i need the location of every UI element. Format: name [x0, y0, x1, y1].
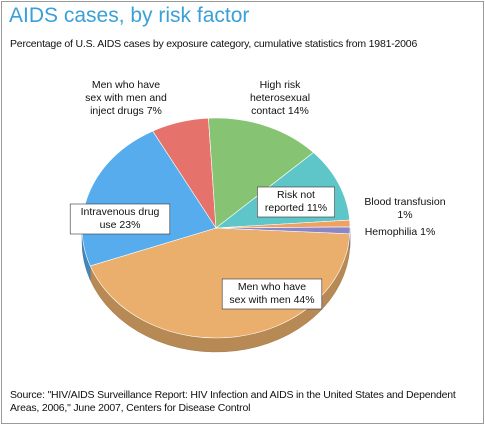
data-label-box-0: [221, 278, 323, 310]
data-label-5-line-0: Blood transfusion: [364, 196, 445, 208]
data-label-1-line-0: Intravenous drug: [81, 206, 160, 218]
data-label-3-line-0: High risk: [260, 79, 302, 91]
data-label-6-line-0: Hemophilia 1%: [365, 226, 436, 238]
data-label-2-line-1: sex with men and: [85, 92, 167, 104]
data-label-box-4: [257, 186, 335, 218]
data-label-0-line-1: sex with men 44%: [229, 294, 314, 306]
data-label-1-line-1: use 23%: [100, 219, 141, 231]
data-label-box-1: [69, 203, 171, 235]
data-label-4-line-1: reported 11%: [265, 202, 327, 214]
data-label-2-line-2: inject drugs 7%: [90, 105, 162, 117]
pie-slice-6: [215, 226, 351, 235]
pie-slice-3: [208, 117, 314, 229]
chart-subtitle: Percentage of U.S. AIDS cases by exposur…: [10, 38, 418, 50]
data-label-0-line-0: Men who have: [238, 281, 306, 293]
data-label-3-line-2: contact 14%: [251, 105, 309, 117]
chart-title: AIDS cases, by risk factor: [9, 4, 250, 27]
data-label-5-line-1: 1%: [397, 209, 412, 221]
data-label-2-line-0: Men who have: [92, 79, 160, 91]
data-label-3-line-1: heterosexual: [250, 92, 310, 104]
chart-source: Source: "HIV/AIDS Surveillance Report: H…: [10, 389, 456, 414]
data-label-4-line-0: Risk not: [277, 189, 315, 201]
data-label-6: Hemophilia 1%: [365, 226, 436, 238]
pie-slice-0: [89, 227, 351, 339]
pie-top-group: [81, 117, 351, 339]
